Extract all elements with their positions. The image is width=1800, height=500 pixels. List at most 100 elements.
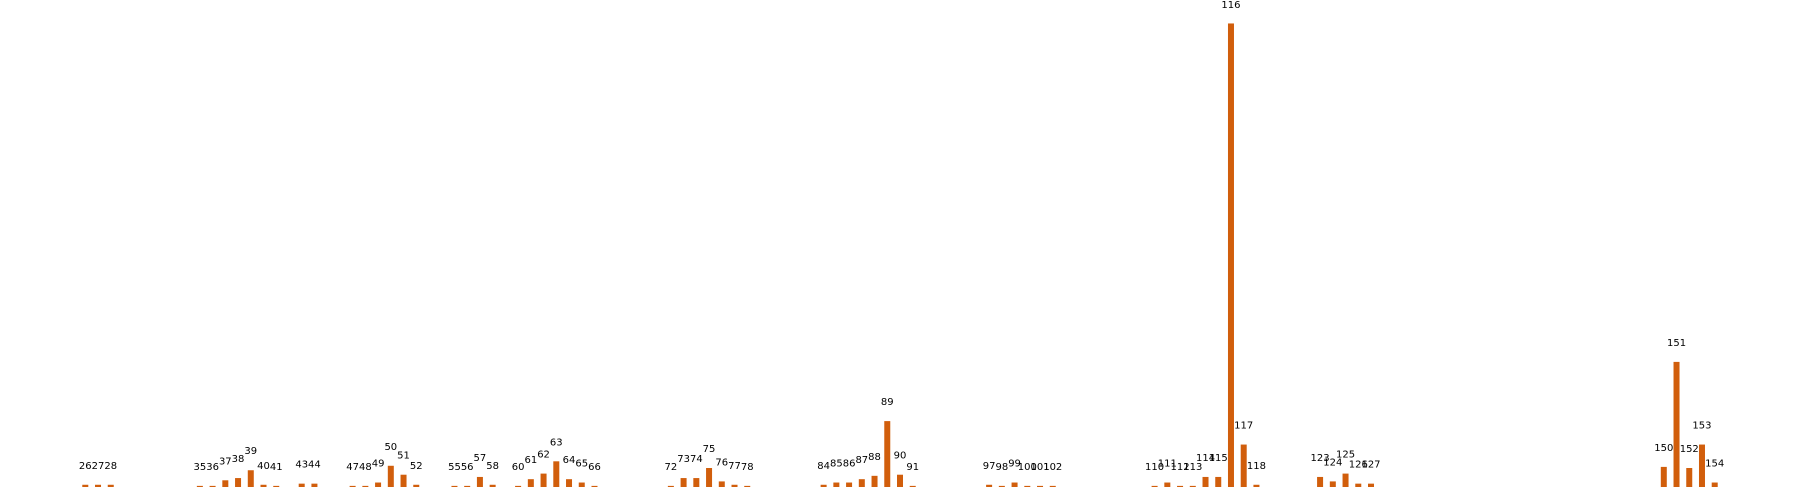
bar-label: 124 [1323,457,1342,468]
bar-label: 38 [232,454,245,465]
bar [1215,476,1222,487]
bar [464,485,471,487]
bar-label: 152 [1680,444,1699,455]
bar-label: 47 [346,462,359,473]
bar [553,461,560,487]
bar-label: 63 [550,437,563,448]
bar-label: 86 [843,459,856,470]
bar-label: 101 [1030,462,1049,473]
bar [540,473,547,487]
bar-label: 100 [1018,462,1037,473]
bar [247,470,254,487]
bar-label: 78 [741,462,754,473]
bar [1240,444,1247,487]
bar [298,483,305,487]
bar-label: 97 [983,461,996,472]
bar-label: 87 [855,455,868,466]
bar [718,481,725,487]
bar-label: 125 [1336,450,1355,461]
bar [527,479,534,487]
bar [1355,483,1362,487]
bar-label: 37 [219,456,232,467]
bar-label: 154 [1705,459,1724,470]
bar-label: 41 [270,462,283,473]
bar [833,482,840,487]
bar [107,484,114,487]
bar-label: 115 [1209,453,1228,464]
bar-label: 50 [384,442,397,453]
bar-label: 56 [461,462,474,473]
bar [909,485,916,487]
bar [706,468,713,487]
bar-label: 62 [537,450,550,461]
bar [1686,468,1693,487]
bar [235,478,242,487]
bar [451,485,458,487]
bar [1342,473,1349,487]
bar [1317,476,1324,487]
bar [566,479,573,487]
bar [1164,482,1171,487]
bar [1329,481,1336,487]
bar [884,421,891,487]
bar-label: 66 [588,462,601,473]
bar [1151,485,1158,487]
bar-label: 91 [906,462,919,473]
bar-label: 36 [206,462,219,473]
bar-label: 72 [664,462,677,473]
bar-label: 51 [397,451,410,462]
bar [871,475,878,487]
bar [731,484,738,487]
bar-label: 74 [690,454,703,465]
bar [998,485,1005,487]
bar [1673,361,1680,487]
bar [744,485,751,487]
bar [489,484,496,487]
bar-label: 27 [92,461,105,472]
bar [95,484,102,487]
bar [1177,485,1184,487]
bar [858,479,865,487]
bar-label: 55 [448,462,461,473]
bar [846,482,853,487]
bar [1698,444,1705,487]
bar-label: 58 [486,461,499,472]
bar-label: 113 [1183,462,1202,473]
bar [1202,476,1209,487]
bar [413,484,420,487]
bar [82,484,89,487]
bar-label: 117 [1234,421,1253,432]
bar-label: 48 [359,462,372,473]
bar-label: 77 [728,461,741,472]
bar [387,465,394,487]
bar-label: 90 [894,451,907,462]
bar-label: 123 [1311,453,1330,464]
bar-label: 153 [1692,421,1711,432]
bar [222,480,229,487]
bar-label: 151 [1667,338,1686,349]
bar [209,485,216,487]
bar [196,485,203,487]
bar-label: 52 [410,461,423,472]
bar-label: 102 [1043,462,1062,473]
bar-label: 99 [1008,459,1021,470]
bar-label: 110 [1145,462,1164,473]
bar-label: 40 [257,461,270,472]
bar-label: 61 [524,455,537,466]
bar [362,485,369,487]
bar-label: 39 [244,446,257,457]
bar-label: 73 [677,454,690,465]
bar [1711,482,1718,487]
bar [578,482,585,487]
bar-label: 126 [1349,460,1368,471]
bar-label: 89 [881,397,894,408]
bar-label: 76 [715,457,728,468]
bar-label: 44 [308,460,321,471]
bar-label: 57 [474,453,487,464]
bar [1368,483,1375,487]
bar-label: 26 [79,461,92,472]
bar [1227,23,1234,488]
bar [515,485,522,487]
bar-label: 88 [868,452,881,463]
